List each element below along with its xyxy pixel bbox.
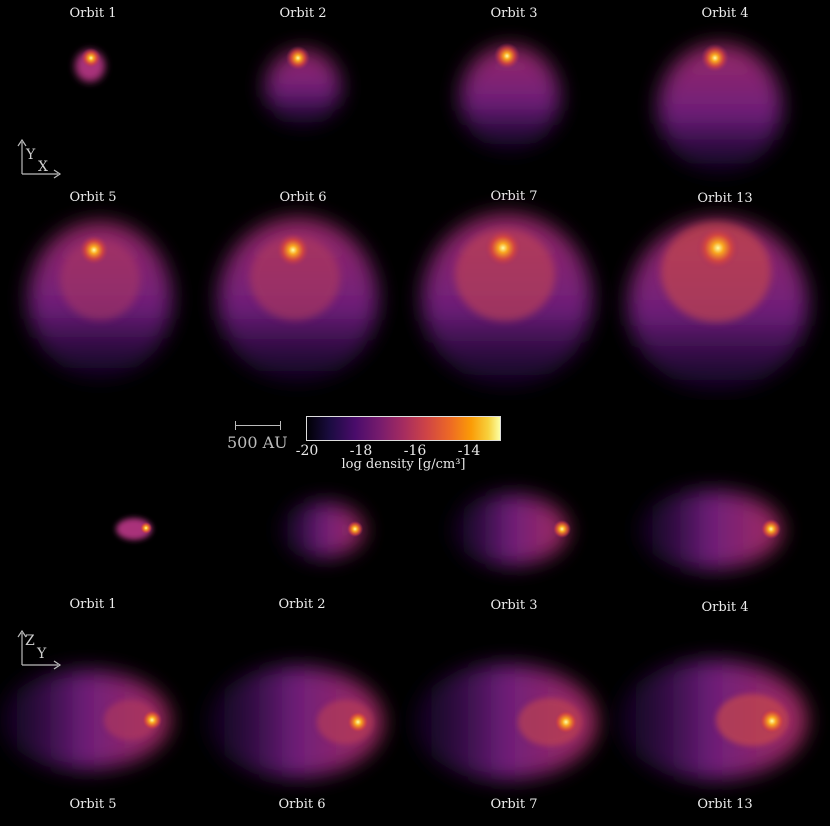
colorbar-tick-2: -16 — [403, 443, 427, 459]
label-top-orbit-13: Orbit 13 — [697, 191, 753, 206]
scale-bar: 500 AU — [227, 419, 291, 459]
label-top-orbit-4: Orbit 4 — [701, 6, 749, 21]
label-top-orbit-6: Orbit 6 — [279, 190, 327, 205]
panel-top-orbit-6 — [218, 218, 378, 382]
scale-bar-label: 500 AU — [227, 433, 288, 452]
label-top-orbit-2: Orbit 2 — [279, 6, 327, 21]
label-top-orbit-3: Orbit 3 — [490, 6, 538, 21]
colorbar-tick-3: -14 — [457, 443, 481, 459]
panel-bottom-orbit-2 — [280, 502, 364, 558]
panel-top-orbit-4 — [658, 44, 782, 172]
panel-bottom-orbit-1 — [116, 518, 152, 540]
label-bottom-orbit-3: Orbit 3 — [490, 598, 538, 613]
label-bottom-orbit-5: Orbit 5 — [69, 797, 117, 812]
panel-bottom-orbit-6 — [207, 666, 383, 778]
label-top-orbit-5: Orbit 5 — [69, 190, 117, 205]
scale-bar-line — [235, 421, 281, 430]
label-bottom-orbit-13: Orbit 13 — [697, 797, 753, 812]
label-bottom-orbit-7: Orbit 7 — [490, 797, 538, 812]
label-bottom-orbit-1: Orbit 1 — [69, 597, 117, 612]
label-bottom-orbit-6: Orbit 6 — [278, 797, 326, 812]
label-bottom-orbit-4: Orbit 4 — [701, 600, 749, 615]
label-top-orbit-7: Orbit 7 — [490, 189, 538, 204]
edge-on-panels — [0, 490, 807, 780]
colorbar — [306, 416, 501, 441]
panel-bottom-orbit-5 — [0, 670, 170, 770]
panel-top-orbit-1 — [75, 48, 105, 82]
panel-bottom-orbit-7 — [413, 664, 597, 780]
colorbar-tick-1: -18 — [349, 443, 373, 459]
panel-top-orbit-7 — [422, 214, 592, 386]
axes-indicator-yx — [17, 138, 62, 179]
label-bottom-orbit-2: Orbit 2 — [278, 597, 326, 612]
panel-bottom-orbit-3 — [452, 494, 571, 566]
panel-bottom-orbit-13 — [617, 660, 807, 780]
panel-bottom-orbit-4 — [638, 490, 782, 570]
panel-top-orbit-5 — [28, 222, 172, 378]
axes-indicator-zy — [17, 629, 62, 670]
panel-top-orbit-13 — [628, 219, 808, 391]
colorbar-tick-0: -20 — [295, 443, 319, 459]
panel-top-orbit-2 — [265, 46, 341, 126]
colorbar-title: log density [g/cm³] — [341, 457, 466, 472]
face-on-panels — [28, 43, 808, 391]
label-top-orbit-1: Orbit 1 — [69, 6, 117, 21]
panel-top-orbit-3 — [460, 43, 560, 150]
